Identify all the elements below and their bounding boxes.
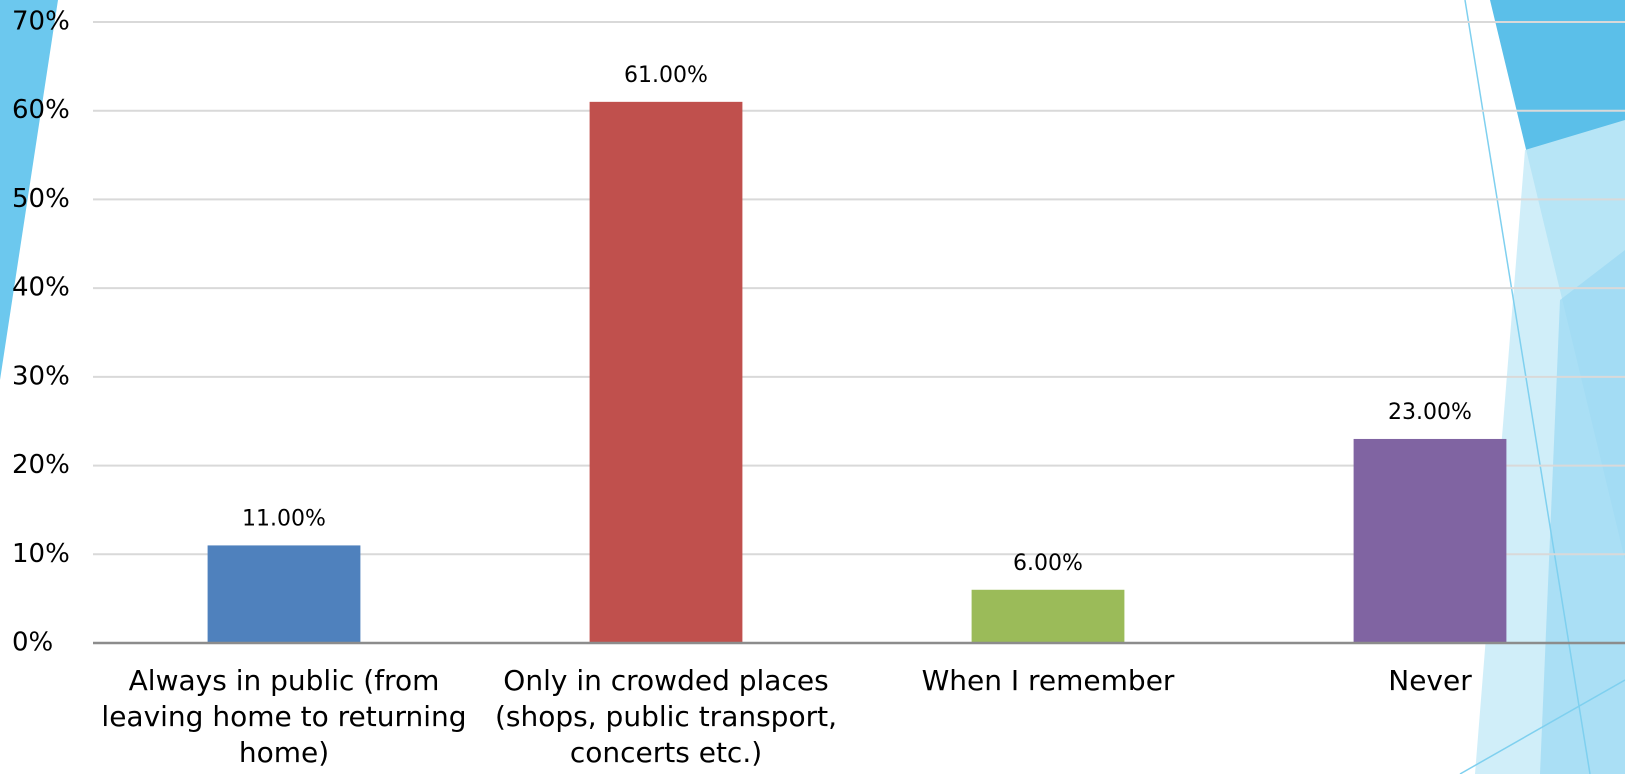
decoration [1464, 0, 1591, 774]
x-tick-label: Only in crowded places (shops, public tr… [495, 664, 837, 769]
bar [1353, 438, 1507, 643]
y-tick-label: 50% [12, 184, 70, 214]
x-tick-label: Never [1388, 664, 1472, 697]
data-label: 6.00% [1013, 551, 1083, 576]
decoration [0, 0, 58, 380]
y-tick-label: 40% [12, 273, 70, 303]
y-tick-label: 0% [12, 628, 53, 658]
y-tick-label: 60% [12, 95, 70, 125]
bar [207, 545, 361, 643]
decoration [1459, 679, 1625, 774]
y-tick-label: 20% [12, 450, 70, 480]
y-tick-label: 10% [12, 539, 70, 569]
bar [971, 589, 1125, 643]
y-tick-label: 30% [12, 361, 70, 391]
bar [589, 101, 743, 644]
x-tick-label: Always in public (from leaving home to r… [101, 664, 467, 769]
data-label: 11.00% [242, 506, 326, 531]
y-tick-label: 70% [12, 7, 70, 37]
data-label: 61.00% [624, 63, 708, 88]
x-tick-label: When I remember [921, 664, 1175, 697]
data-label: 23.00% [1388, 400, 1472, 425]
